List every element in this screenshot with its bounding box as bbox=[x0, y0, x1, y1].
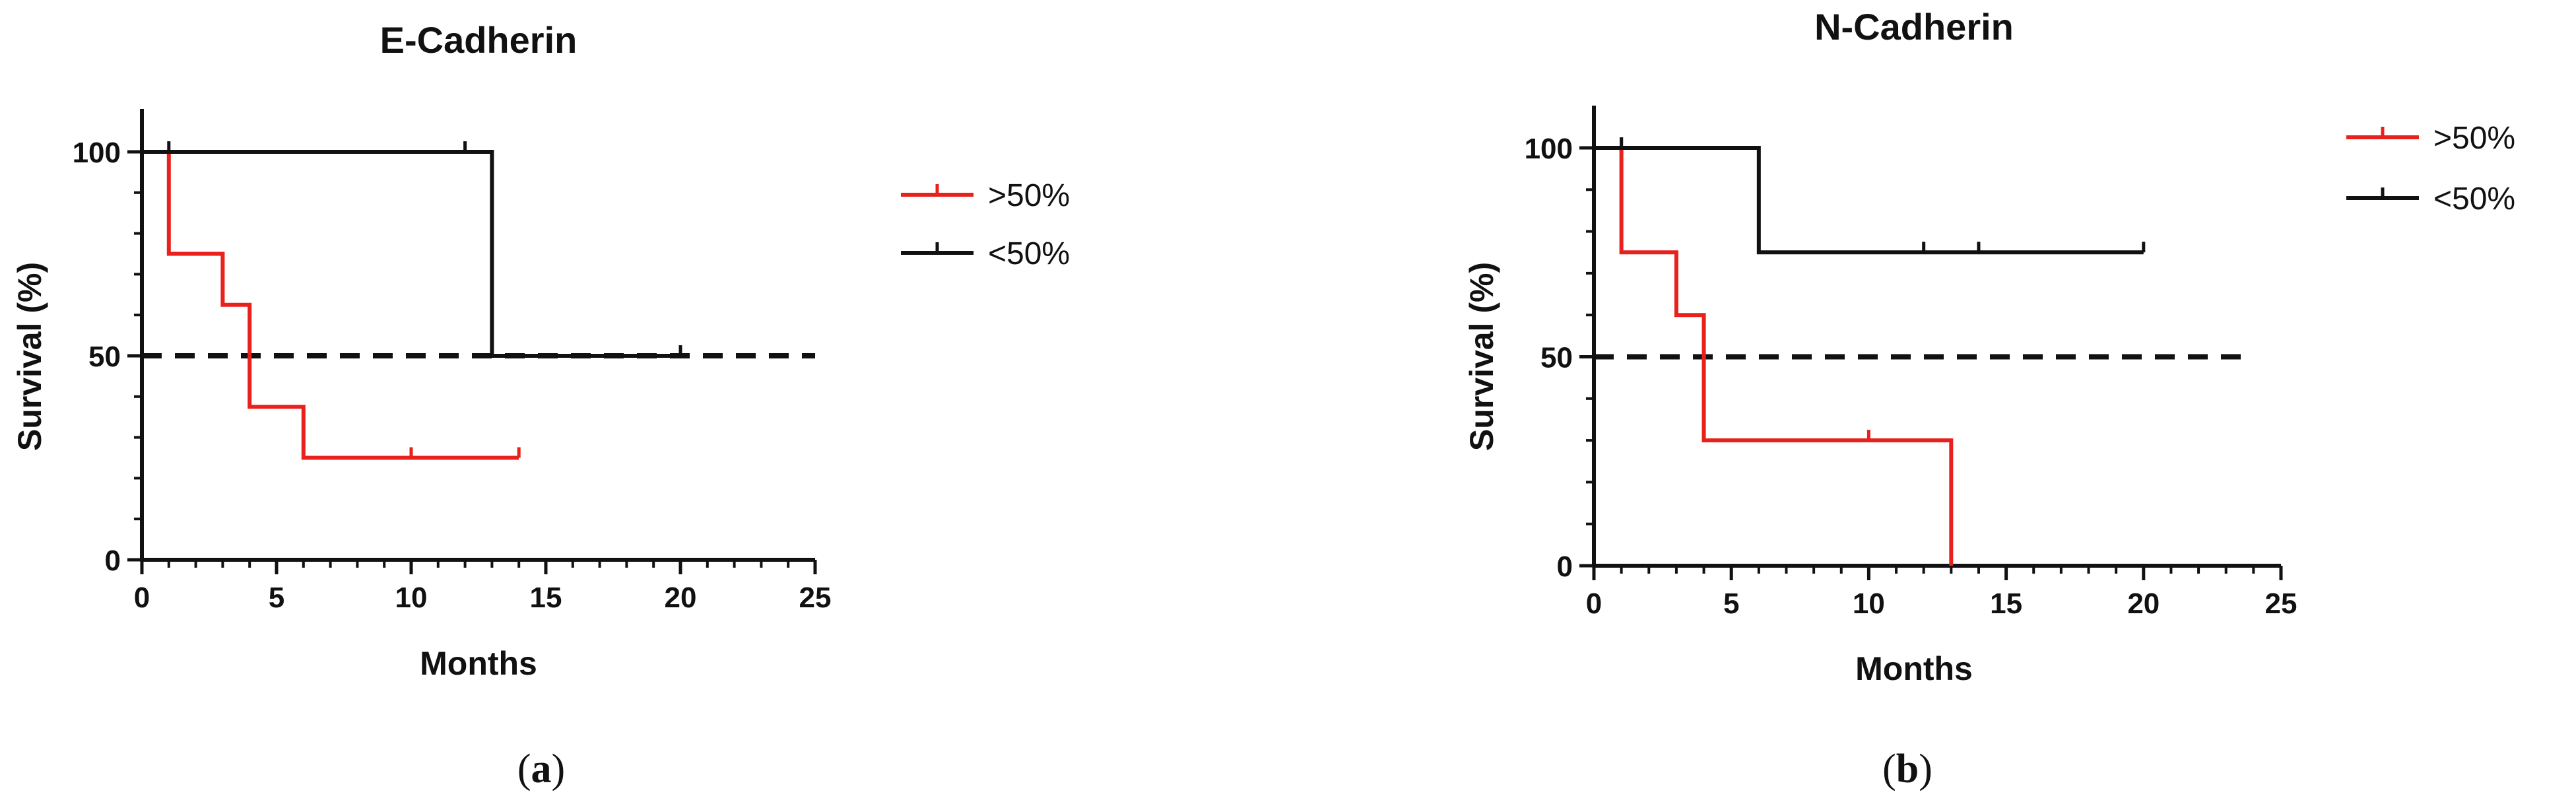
legend-label: <50% bbox=[2433, 182, 2515, 217]
y-tick-label: 100 bbox=[1525, 133, 1573, 165]
axes: 0 5 10 15 20 25 0 50 100 bbox=[1525, 106, 2297, 620]
caption-letter: b bbox=[1896, 747, 1919, 791]
panel-a-chart: E-Cadherin Months Survival (%) 0 5 10 15 20 2… bbox=[11, 19, 1070, 682]
legend-label: <50% bbox=[988, 236, 1070, 271]
x-axis-label: Months bbox=[420, 645, 537, 682]
caption-close-paren: ) bbox=[552, 747, 566, 791]
chart-title: E-Cadherin bbox=[380, 19, 578, 61]
y-tick-label: 50 bbox=[1540, 342, 1573, 374]
survival-curve-low bbox=[1594, 146, 2144, 255]
axes: 0 5 10 15 20 25 0 50 100 bbox=[73, 109, 832, 614]
x-tick-label: 5 bbox=[269, 582, 284, 614]
y-tick-label: 100 bbox=[73, 137, 121, 169]
caption-close-paren: ) bbox=[1919, 747, 1932, 791]
y-tick-label: 0 bbox=[105, 545, 121, 577]
x-tick-label: 0 bbox=[1586, 588, 1602, 620]
caption-open-paren: ( bbox=[517, 747, 531, 791]
panel-b-chart: N-Cadherin Months Survival (%) 0 5 10 15 20 2… bbox=[1463, 6, 2515, 687]
x-tick-label: 20 bbox=[2127, 588, 2160, 620]
x-tick-label: 25 bbox=[799, 582, 832, 614]
caption-b: (b) bbox=[1882, 747, 1932, 791]
legend: >50% <50% bbox=[2346, 121, 2515, 217]
chart-title: N-Cadherin bbox=[1814, 6, 2014, 48]
y-tick-label: 50 bbox=[88, 341, 121, 373]
x-tick-label: 5 bbox=[1723, 588, 1739, 620]
caption-a: (a) bbox=[517, 747, 565, 791]
x-tick-label: 15 bbox=[1990, 588, 2022, 620]
caption-open-paren: ( bbox=[1882, 747, 1896, 791]
x-tick-label: 10 bbox=[395, 582, 428, 614]
legend-label: >50% bbox=[2433, 121, 2515, 156]
survival-curve-high bbox=[142, 150, 519, 460]
x-tick-label: 10 bbox=[1853, 588, 1885, 620]
x-tick-label: 25 bbox=[2265, 588, 2297, 620]
legend: >50% <50% bbox=[901, 178, 1070, 271]
x-axis-label: Months bbox=[1855, 650, 1973, 687]
y-tick-label: 0 bbox=[1557, 551, 1573, 583]
y-axis-label: Survival (%) bbox=[11, 262, 48, 451]
series-group bbox=[1594, 137, 2146, 566]
survival-curve-low bbox=[142, 150, 680, 358]
caption-letter: a bbox=[531, 747, 552, 791]
y-axis-label: Survival (%) bbox=[1463, 262, 1500, 451]
x-tick-label: 0 bbox=[134, 582, 150, 614]
legend-label: >50% bbox=[988, 178, 1070, 213]
x-tick-label: 20 bbox=[665, 582, 697, 614]
series-group bbox=[142, 141, 682, 460]
x-tick-label: 15 bbox=[530, 582, 562, 614]
